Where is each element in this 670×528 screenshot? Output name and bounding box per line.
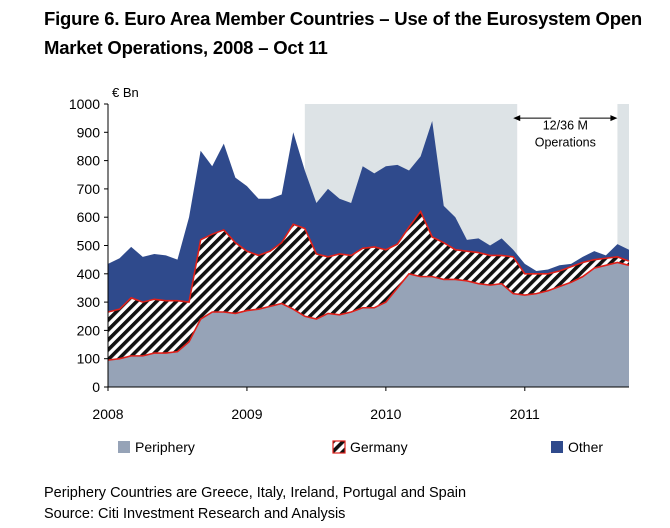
chart-title: Figure 6. Euro Area Member Countries – U… (44, 4, 664, 62)
legend-germany-label: Germany (350, 439, 408, 455)
x-tick-label: 2008 (92, 406, 123, 422)
y-tick-label: 900 (77, 124, 101, 140)
annotation-arrowhead-left (513, 115, 521, 122)
germany-upper-edge (107, 209, 630, 313)
axes: 0 100 200 300 400 500 600 700 800 900 1000 € Bn 2008… (69, 85, 629, 422)
y-tick-label: 200 (77, 322, 101, 338)
y-tick-label: 800 (77, 153, 101, 169)
legend-germany-swatch (332, 440, 346, 454)
y-tick-label: 0 (92, 379, 100, 395)
annotation-arrowhead-right (610, 115, 618, 122)
x-tick-label: 2009 (231, 406, 262, 422)
legend-periphery-swatch (118, 441, 130, 453)
x-tick-label: 2011 (510, 406, 540, 422)
legend-germany: Germany (332, 439, 408, 455)
y-tick-label: 600 (77, 209, 101, 225)
germany-lower-edge (107, 261, 630, 361)
y-tick-label: 300 (77, 294, 101, 310)
y-tick-label: 700 (77, 181, 101, 197)
y-tick-label: 500 (77, 238, 101, 254)
y-unit-label: € Bn (112, 85, 139, 100)
legend-periphery-label: Periphery (135, 439, 195, 455)
y-tick-label: 400 (77, 266, 101, 282)
plot-area: 12/36 M Operations (107, 104, 630, 387)
legend: Periphery Germany Other (118, 439, 603, 455)
legend-periphery: Periphery (118, 439, 195, 455)
legend-other-swatch (551, 441, 563, 453)
legend-other-label: Other (568, 439, 603, 455)
area-other (108, 120, 629, 313)
chart-title-line2: Market Operations, 2008 – Oct 11 (44, 37, 328, 58)
area-germany (108, 211, 629, 361)
legend-other: Other (551, 439, 603, 455)
annotation-line1: 12/36 M (543, 118, 588, 132)
y-tick-label: 1000 (69, 96, 100, 112)
footnote: Periphery Countries are Greece, Italy, I… (44, 485, 467, 501)
x-tick-label: 2010 (370, 406, 401, 422)
chart-title-line1: Figure 6. Euro Area Member Countries – U… (44, 8, 642, 29)
shaded-period-2 (617, 104, 629, 387)
annotation-line2: Operations (535, 135, 596, 149)
source-note: Source: Citi Investment Research and Ana… (44, 506, 346, 522)
y-tick-label: 100 (77, 351, 101, 367)
area-periphery (108, 262, 629, 387)
